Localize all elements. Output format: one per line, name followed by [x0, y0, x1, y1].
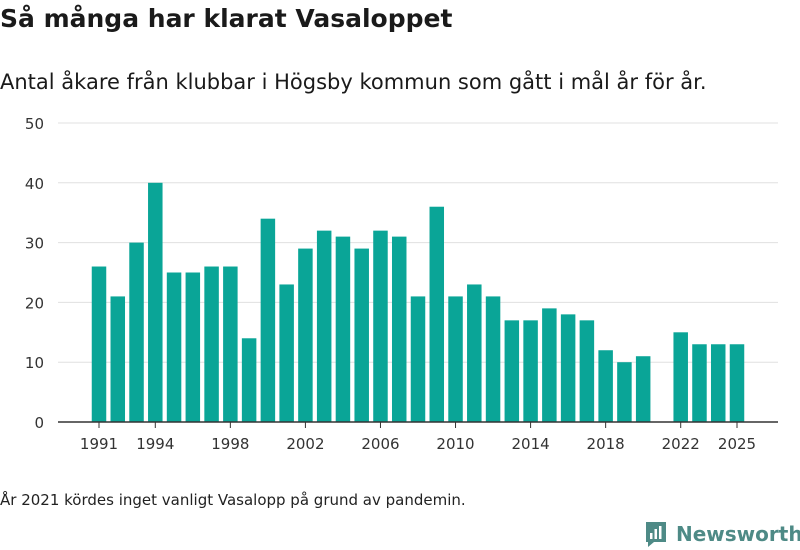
bar-2018[interactable] — [598, 350, 613, 422]
y-tick-label: 40 — [25, 175, 44, 193]
bar-2002[interactable] — [298, 248, 313, 422]
bar-2004[interactable] — [335, 236, 351, 422]
bar-2020[interactable] — [635, 356, 651, 422]
bar-1999[interactable] — [241, 338, 257, 422]
bar-1991[interactable] — [91, 266, 107, 422]
bar-1992[interactable] — [110, 296, 126, 422]
bar-chart: 0 10 20 30 40 50 1991 1994 1998 2002 2006 2010 2014… — [25, 115, 778, 453]
x-tick-label: 1994 — [136, 435, 174, 453]
bar-1993[interactable] — [129, 242, 144, 422]
bar-2009[interactable] — [429, 206, 445, 422]
bar-2005[interactable] — [354, 248, 369, 422]
bar-2012[interactable] — [485, 296, 501, 422]
y-tick-label: 20 — [25, 294, 44, 312]
x-tick-label: 2014 — [511, 435, 549, 453]
bar-1996[interactable] — [185, 272, 201, 423]
bar-2000[interactable] — [260, 218, 276, 422]
x-tick-label: 2025 — [718, 435, 756, 453]
bar-2006[interactable] — [373, 230, 388, 422]
newsworthy-logo-icon — [646, 522, 666, 547]
bars — [91, 182, 745, 423]
x-tick-label: 1991 — [80, 435, 118, 453]
x-tick-label: 2010 — [436, 435, 474, 453]
bar-2011[interactable] — [467, 284, 482, 422]
bar-2008[interactable] — [410, 296, 426, 422]
brand-name: Newsworthy — [676, 522, 800, 546]
bar-2023[interactable] — [692, 344, 707, 422]
x-tick-label: 2002 — [286, 435, 324, 453]
x-tick-label: 1998 — [211, 435, 249, 453]
y-tick-label: 0 — [34, 414, 44, 432]
chart-title: Så många har klarat Vasaloppet — [0, 4, 453, 33]
footnote: År 2021 kördes inget vanligt Vasalopp på… — [0, 491, 466, 509]
bar-1998[interactable] — [223, 266, 238, 422]
bar-2015[interactable] — [542, 308, 557, 422]
bar-1997[interactable] — [204, 266, 219, 422]
bar-1994[interactable] — [148, 182, 163, 422]
x-tick-label: 2022 — [662, 435, 700, 453]
y-tick-label: 10 — [25, 354, 44, 372]
y-axis-ticks: 0 10 20 30 40 50 — [25, 115, 44, 432]
bar-2019[interactable] — [617, 362, 632, 422]
bar-1995[interactable] — [166, 272, 182, 423]
bar-2013[interactable] — [504, 320, 520, 422]
bar-2025[interactable] — [729, 344, 745, 422]
bar-2010[interactable] — [448, 296, 463, 422]
x-tick-label: 2018 — [587, 435, 625, 453]
x-tick-label: 2006 — [361, 435, 399, 453]
y-tick-label: 50 — [25, 115, 44, 133]
y-tick-label: 30 — [25, 235, 44, 253]
bar-2014[interactable] — [523, 320, 538, 422]
bar-2007[interactable] — [391, 236, 407, 422]
bar-2016[interactable] — [560, 314, 576, 422]
bar-2024[interactable] — [710, 344, 726, 422]
x-axis-ticks: 1991 1994 1998 2002 2006 2010 2014 2018 2022 2025 — [80, 422, 756, 453]
bar-2022[interactable] — [673, 332, 688, 422]
newsworthy-brand[interactable]: Newsworthy — [644, 519, 800, 549]
bar-2017[interactable] — [579, 320, 595, 422]
bar-2003[interactable] — [316, 230, 332, 422]
chart-subtitle: Antal åkare från klubbar i Högsby kommun… — [0, 70, 707, 94]
bar-2001[interactable] — [279, 284, 294, 422]
